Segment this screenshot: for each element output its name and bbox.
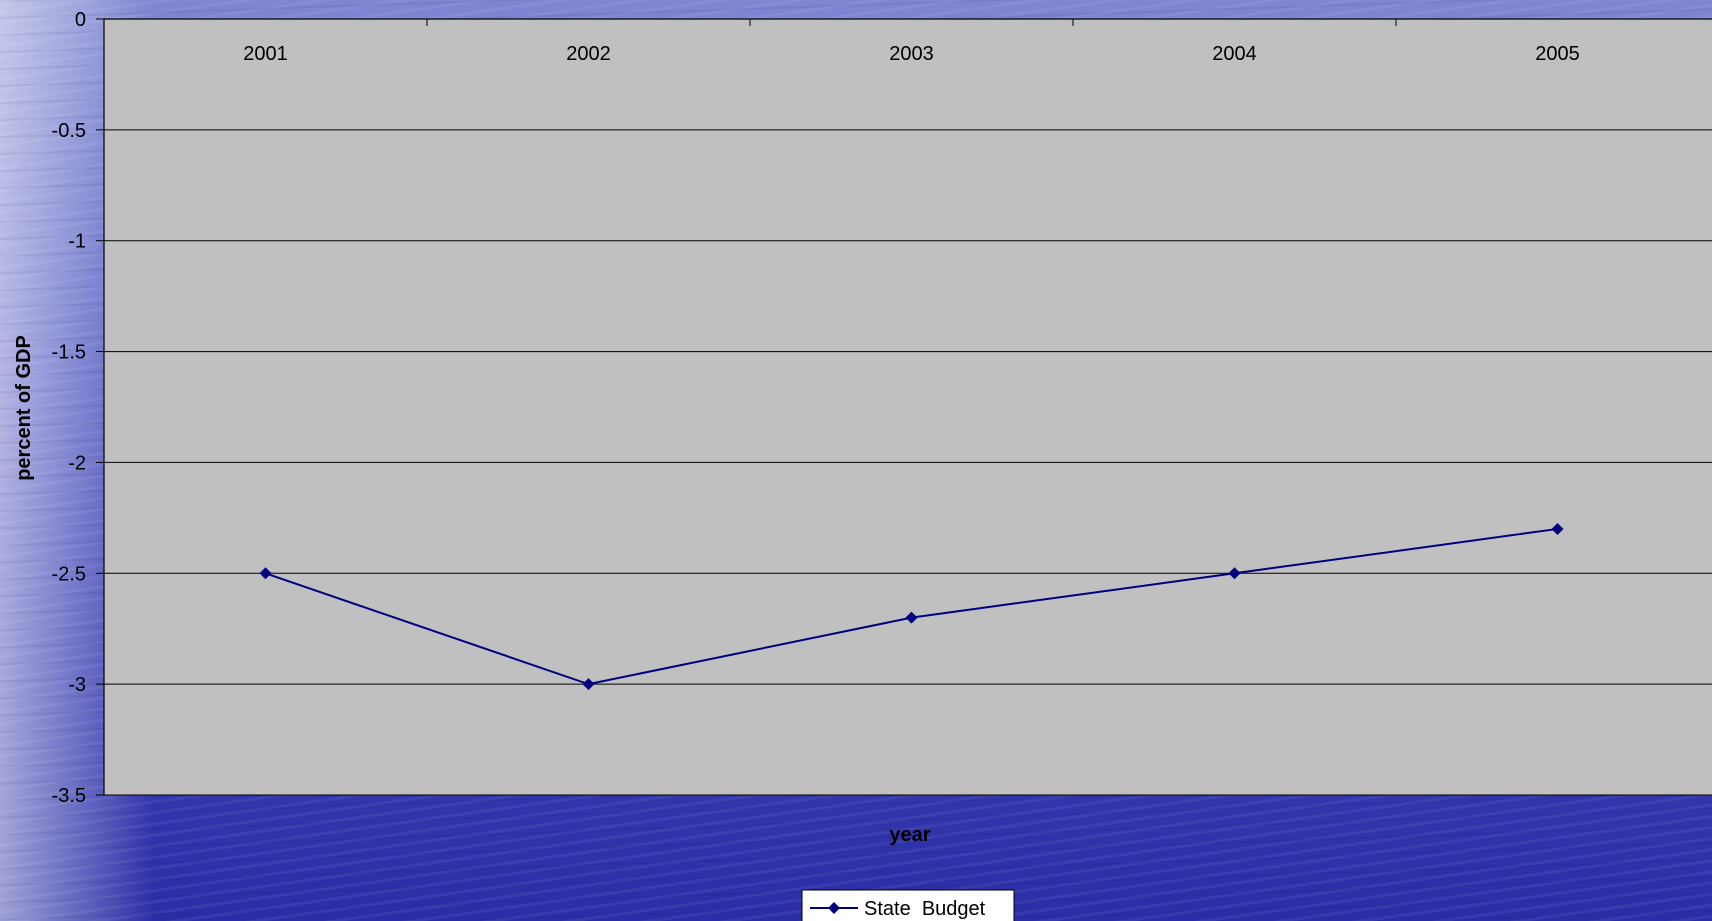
legend: State Budget (801, 889, 1015, 921)
y-tick-label-6: -3 (68, 674, 86, 696)
y-tick-label-7: -3.5 (52, 785, 86, 807)
y-tick-label-4: -2 (68, 452, 86, 474)
y-tick-label-2: -1 (68, 231, 86, 253)
x-tick-label-2004: 2004 (1212, 43, 1257, 65)
plot-area (104, 19, 1712, 795)
data-point-2001 (259, 567, 272, 580)
data-point-2005 (1551, 522, 1564, 535)
y-axis-title: percent of GDP (13, 335, 35, 481)
x-tick-label-2002: 2002 (566, 43, 611, 65)
y-tick-label-1: -0.5 (52, 120, 86, 142)
x-axis-title: year (889, 824, 930, 846)
data-point-2004 (1228, 567, 1241, 580)
data-point-2003 (905, 611, 918, 624)
x-tick-label-2005: 2005 (1535, 43, 1580, 65)
x-tick-label-2003: 2003 (889, 43, 934, 65)
legend-marker (828, 902, 840, 914)
data-point-2002 (582, 678, 595, 691)
x-tick-labels: 2001 2002 2003 2004 2005 (243, 43, 1580, 65)
x-tick-label-2001: 2001 (243, 43, 288, 65)
y-tick-label-0: 0 (75, 9, 86, 31)
y-tick-labels: 0 -0.5 -1 -1.5 -2 -2.5 -3 -3.5 (52, 9, 86, 807)
y-tick-label-5: -2.5 (52, 563, 86, 585)
legend-entry-state-budget: State Budget (864, 898, 986, 920)
axes (96, 18, 1712, 796)
series-group (259, 522, 1564, 691)
y-tick-label-3: -1.5 (52, 342, 86, 364)
